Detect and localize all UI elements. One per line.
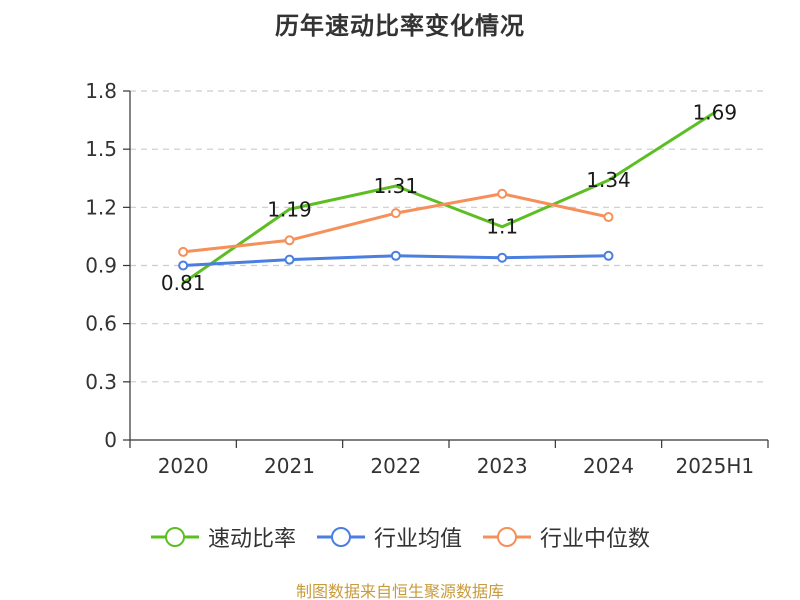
legend-label: 速动比率: [207, 527, 296, 552]
data-label: 1.19: [267, 197, 312, 221]
legend-swatch-icon: [316, 527, 365, 547]
data-label: 0.81: [161, 271, 206, 295]
y-tick-label: 1.8: [85, 79, 117, 103]
series-line: [181, 192, 610, 254]
data-point[interactable]: [497, 188, 508, 199]
y-tick-label: 0.3: [85, 370, 117, 394]
series-line: [181, 110, 717, 285]
data-point[interactable]: [178, 246, 189, 257]
data-point[interactable]: [178, 260, 189, 271]
legend-item[interactable]: 速动比率: [150, 521, 296, 553]
legend-label: 行业均值: [373, 527, 462, 552]
axes: 0 0.3 0.6 0.9 1.2 1.5 1.8 2020 2021 2022 2023 2024 2…: [85, 79, 769, 478]
series-lines: [178, 110, 717, 285]
data-label: 1.1: [486, 215, 518, 239]
data-point[interactable]: [390, 250, 401, 261]
grid-lines: [130, 90, 768, 383]
legend: 速动比率 行业均值 行业中位数: [0, 520, 800, 554]
legend-item[interactable]: 行业均值: [316, 521, 462, 553]
data-point[interactable]: [603, 212, 614, 223]
legend-swatch-icon: [150, 527, 199, 547]
chart-title: 历年速动比率变化情况: [275, 12, 525, 40]
y-tick-label: 1.5: [85, 137, 117, 161]
data-label: 1.69: [693, 100, 738, 124]
x-tick-label: 2021: [264, 454, 315, 478]
data-labels: 0.81 1.19 1.31 1.1 1.34 1.69: [161, 100, 737, 295]
data-point[interactable]: [497, 252, 508, 263]
data-label: 1.31: [374, 174, 419, 198]
x-tick-label: 2025H1: [675, 454, 754, 478]
source-note: 制图数据来自恒生聚源数据库: [295, 582, 504, 600]
data-point[interactable]: [390, 208, 401, 219]
y-tick-label: 0.6: [85, 312, 117, 336]
x-tick-label: 2020: [158, 454, 209, 478]
data-point[interactable]: [603, 250, 614, 261]
legend-label: 行业中位数: [540, 527, 651, 552]
data-label: 1.34: [586, 168, 631, 192]
legend-item[interactable]: 行业中位数: [482, 521, 650, 553]
x-tick-label: 2024: [583, 454, 634, 478]
x-tick-label: 2022: [370, 454, 421, 478]
y-tick-label: 0.9: [85, 254, 117, 278]
y-tick-label: 0: [104, 428, 117, 452]
x-tick-label: 2023: [477, 454, 528, 478]
data-point[interactable]: [284, 235, 295, 246]
legend-swatch-icon: [483, 527, 531, 547]
y-tick-label: 1.2: [85, 195, 117, 219]
data-point[interactable]: [284, 254, 295, 265]
